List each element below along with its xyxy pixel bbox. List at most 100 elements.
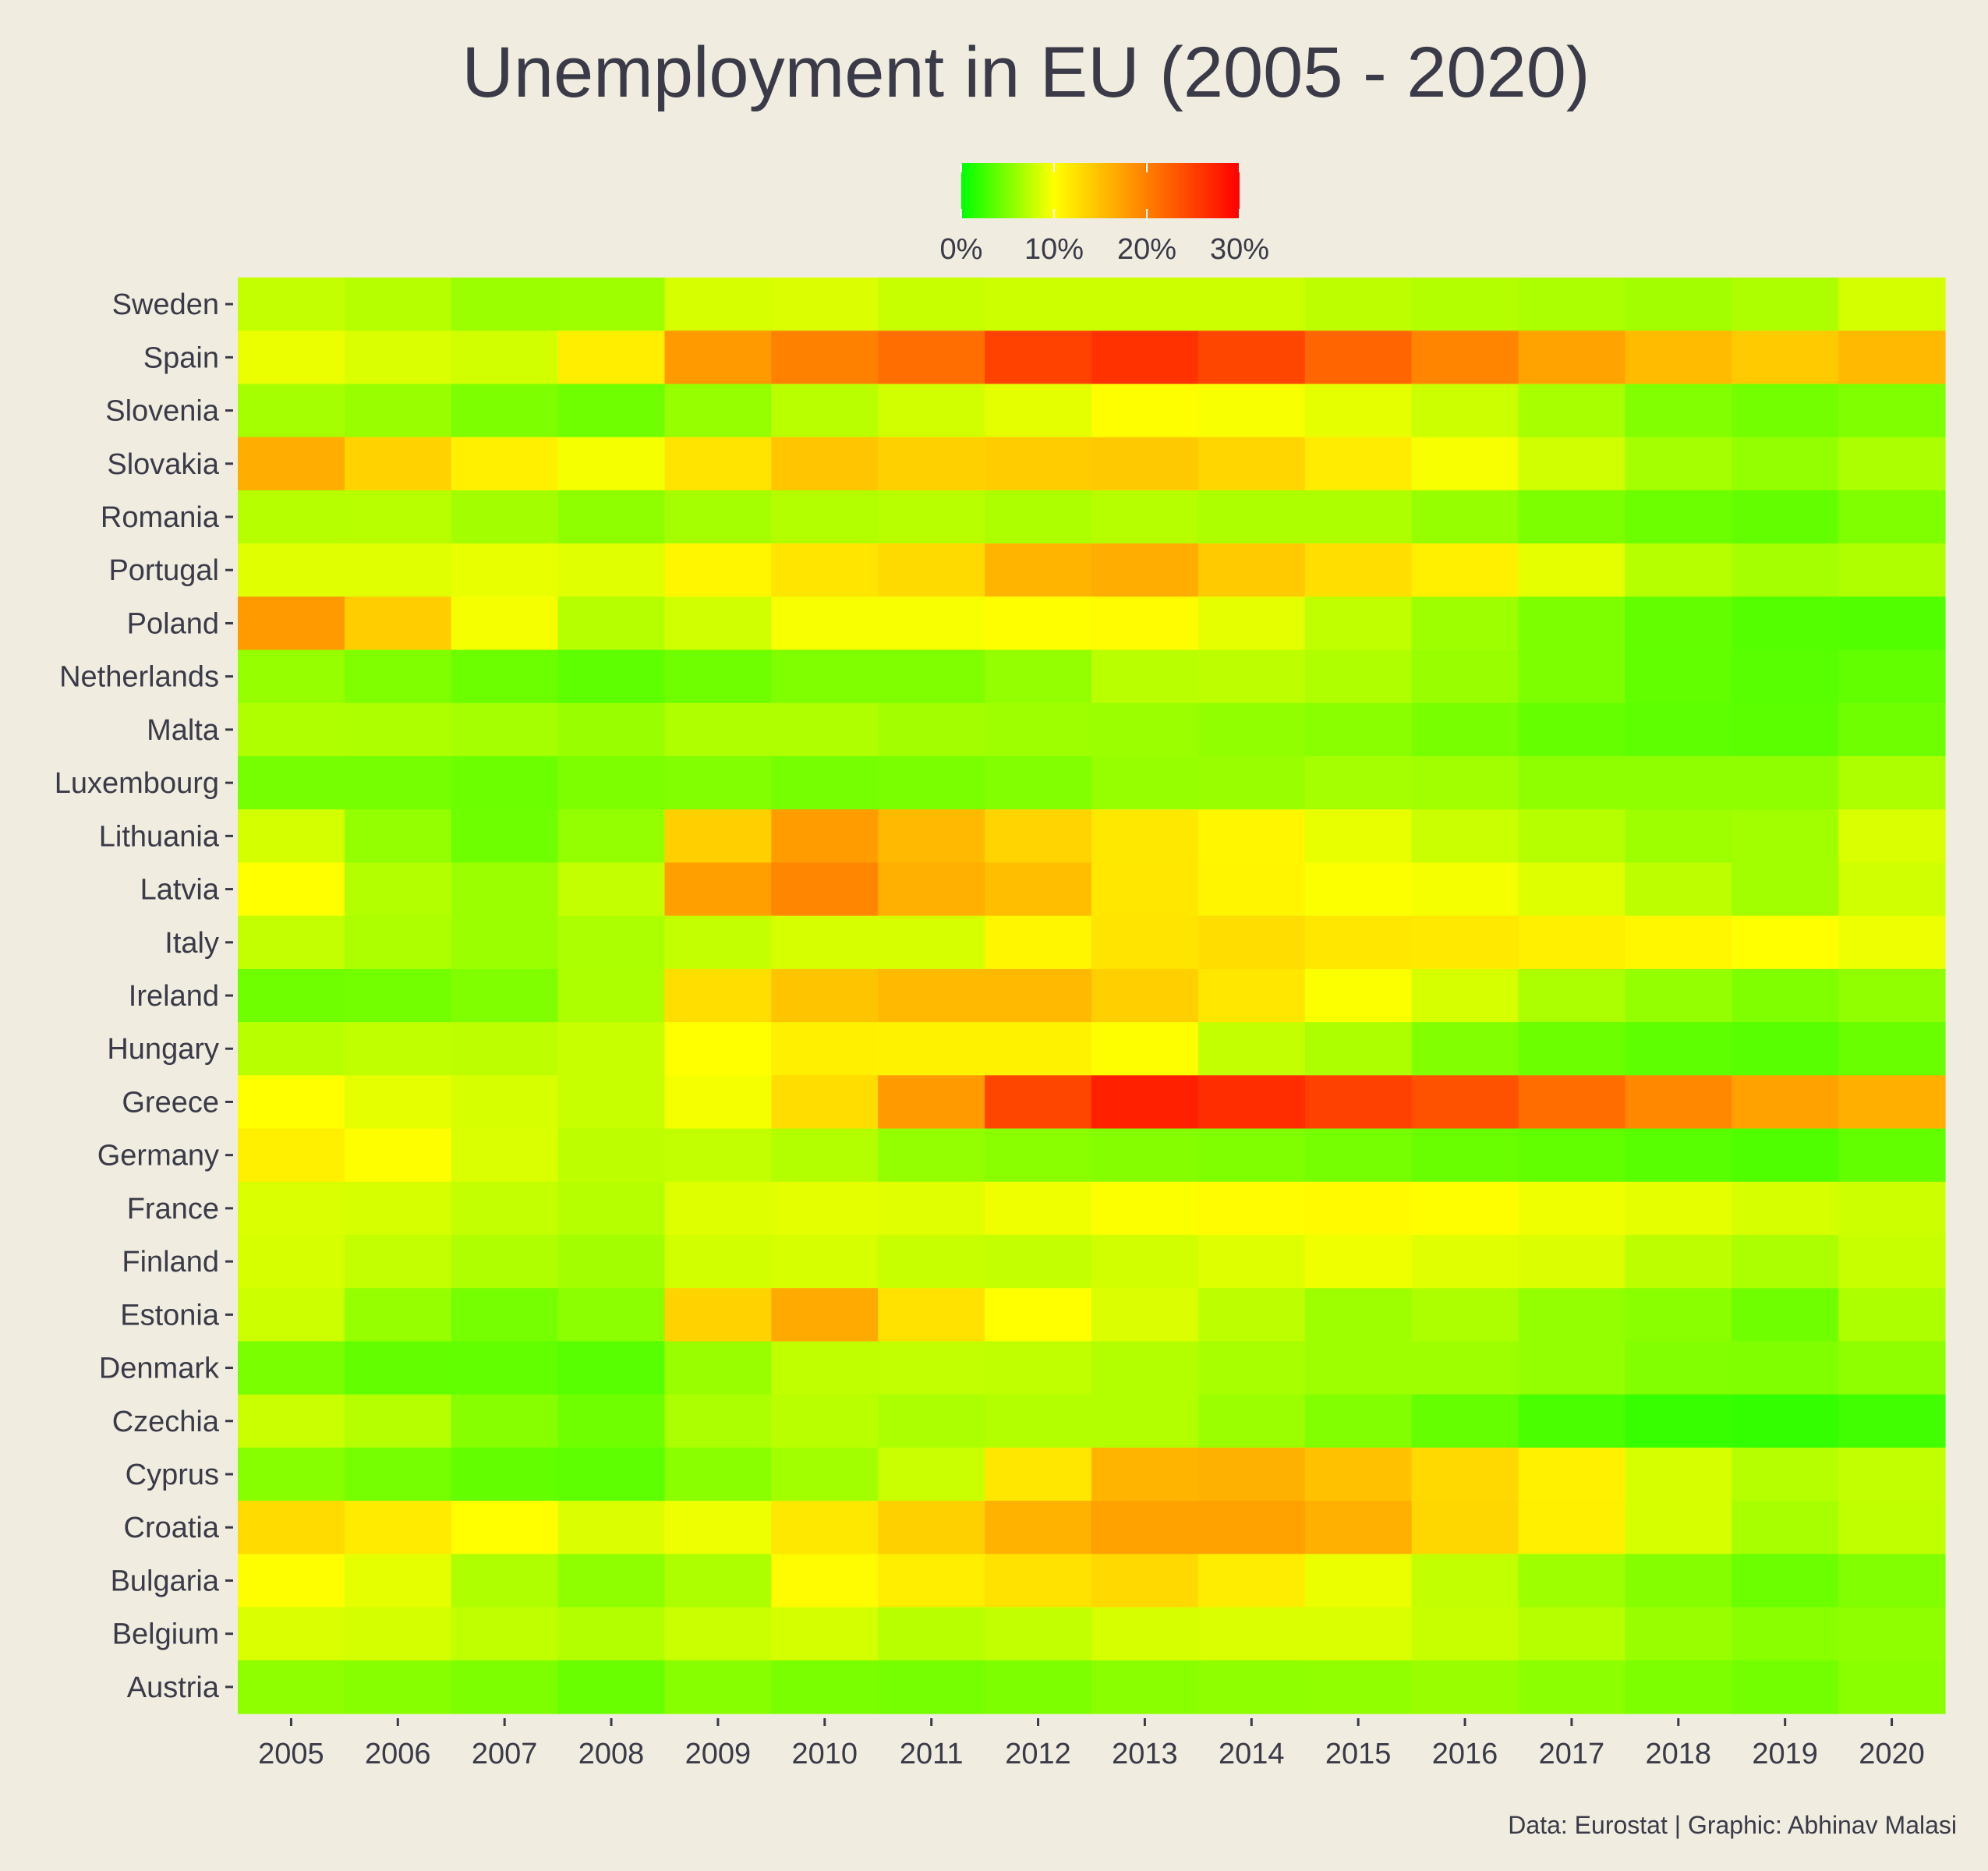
heatmap-cell — [1732, 1447, 1839, 1501]
x-tick-label: 2010 — [792, 1738, 858, 1770]
heatmap-cell — [771, 1394, 879, 1448]
heatmap-cell — [878, 1660, 985, 1714]
heatmap-cell — [1732, 1235, 1839, 1289]
heatmap-cell — [451, 331, 559, 385]
heatmap-cell — [664, 1288, 772, 1342]
heatmap-cell — [1518, 862, 1625, 917]
heatmap-cell — [451, 1341, 559, 1395]
heatmap-cell — [451, 1128, 559, 1183]
heatmap-cell — [344, 1181, 452, 1236]
y-tick-label: Czechia — [112, 1406, 220, 1438]
y-tick-label: Croatia — [124, 1512, 220, 1544]
heatmap-cell — [771, 331, 879, 385]
heatmap-cell — [1625, 1607, 1732, 1661]
heatmap-cell — [1197, 1128, 1306, 1183]
y-tick-label: Spain — [143, 341, 219, 374]
heatmap-cell — [1732, 1128, 1839, 1183]
heatmap-cell — [1197, 809, 1306, 864]
heatmap-cell — [1518, 1022, 1625, 1076]
x-tick-label: 2016 — [1432, 1738, 1498, 1770]
heatmap-cell — [1518, 809, 1625, 864]
heatmap-cell — [344, 809, 452, 864]
heatmap-cell — [451, 1235, 559, 1289]
heatmap-cell — [557, 1075, 666, 1130]
heatmap-cell — [344, 331, 452, 385]
heatmap-cell — [985, 384, 1092, 438]
heatmap-cell — [451, 490, 559, 544]
heatmap-cell — [1625, 1128, 1732, 1183]
heatmap-cell — [238, 278, 345, 331]
heatmap-cell — [1304, 1022, 1413, 1076]
heatmap-cell — [1838, 649, 1946, 704]
heatmap-cell — [1091, 437, 1199, 491]
heatmap-cell — [771, 862, 879, 917]
heatmap-cell — [878, 1341, 985, 1395]
heatmap-cell — [557, 331, 666, 385]
heatmap-cell — [985, 1181, 1092, 1236]
x-tick-label: 2005 — [258, 1738, 324, 1770]
heatmap-cell — [344, 1128, 452, 1183]
heatmap-cell — [344, 1394, 452, 1448]
heatmap-cell — [985, 1022, 1092, 1076]
heatmap-cell — [664, 1660, 772, 1714]
heatmap-cell — [1732, 1554, 1839, 1608]
y-tick-label: Lithuania — [99, 820, 220, 853]
y-tick-label: Slovakia — [107, 448, 219, 481]
heatmap-cell — [1625, 649, 1732, 704]
x-tick-label: 2015 — [1325, 1738, 1392, 1770]
heatmap-cell — [1411, 596, 1519, 651]
heatmap-cell — [1411, 809, 1519, 864]
heatmap-cell — [557, 702, 666, 757]
heatmap-cell — [238, 968, 345, 1023]
heatmap-cell — [985, 915, 1092, 970]
heatmap-cell — [1411, 1660, 1519, 1714]
heatmap-cell — [771, 1235, 879, 1289]
heatmap-cell — [451, 1022, 559, 1076]
heatmap-cell — [557, 1235, 666, 1289]
heatmap-cell — [1197, 756, 1306, 810]
heatmap-cell — [1732, 915, 1839, 970]
heatmap-cell — [664, 437, 772, 491]
heatmap-cell — [344, 596, 452, 651]
heatmap-cell — [1732, 702, 1839, 757]
heatmap-cell — [1518, 915, 1625, 970]
heatmap-cell — [1732, 809, 1839, 864]
y-tick-label: Denmark — [99, 1353, 220, 1385]
y-tick-label: Bulgaria — [111, 1565, 220, 1597]
heatmap-cell — [238, 1022, 345, 1076]
heatmap-cell — [557, 1128, 666, 1183]
x-tick-label: 2009 — [685, 1738, 752, 1770]
heatmap-cell — [1518, 1660, 1625, 1714]
y-tick-label: Italy — [164, 927, 219, 960]
heatmap-cell — [664, 1181, 772, 1236]
heatmap-cell — [1838, 1075, 1946, 1130]
heatmap-cell — [1091, 862, 1199, 917]
heatmap-cell — [1625, 331, 1732, 385]
y-axis: Sweden Spain Slovenia Slovakia Romania Portug… — [55, 288, 233, 1704]
heatmap-cell — [451, 649, 559, 704]
y-tick-label: Cyprus — [126, 1459, 219, 1491]
heatmap-cell — [1304, 384, 1413, 438]
legend-colorbar — [961, 163, 1240, 218]
heatmap-cell — [1091, 543, 1199, 597]
heatmap-cell — [878, 809, 985, 864]
legend-tick-label: 20% — [1117, 233, 1176, 266]
heatmap-cell — [238, 543, 345, 597]
heatmap-cell — [664, 384, 772, 438]
heatmap-cell — [1091, 490, 1199, 544]
heatmap-cell — [985, 809, 1092, 864]
heatmap-cell — [1091, 1394, 1199, 1448]
heatmap-cell — [771, 1022, 879, 1076]
heatmap-cell — [344, 1447, 452, 1501]
heatmap-cell — [238, 1501, 345, 1554]
heatmap-cell — [878, 862, 985, 917]
heatmap-cell — [1304, 809, 1413, 864]
heatmap-cell — [1304, 1128, 1413, 1183]
x-tick-label: 2019 — [1752, 1738, 1818, 1770]
heatmap-cell — [878, 756, 985, 810]
heatmap-cell — [985, 1501, 1092, 1554]
heatmap-cell — [1838, 702, 1946, 757]
heatmap-cell — [344, 384, 452, 438]
heatmap-cell — [451, 862, 559, 917]
heatmap-cell — [557, 490, 666, 544]
